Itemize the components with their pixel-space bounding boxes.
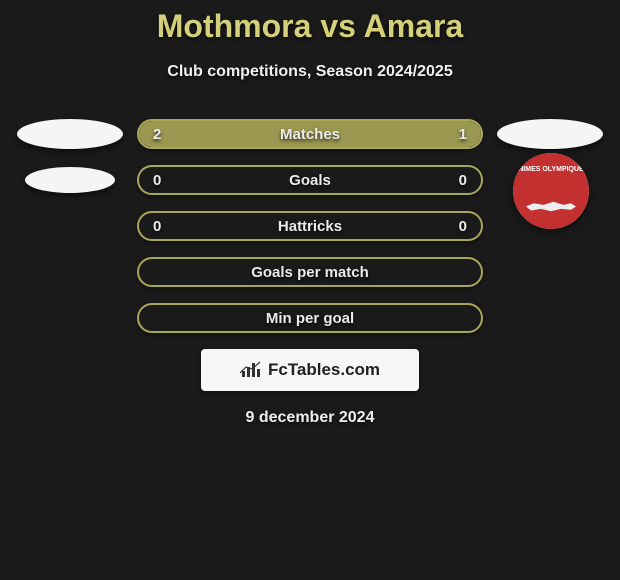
footer-date: 9 december 2024 (0, 409, 620, 427)
left-badge-0 (15, 119, 125, 149)
stat-row-mpg: Min per goal (0, 303, 620, 333)
right-badge-0 (495, 119, 605, 149)
stat-value-right: 1 (459, 126, 467, 143)
stat-value-right: 0 (459, 172, 467, 189)
left-badge-1 (15, 165, 125, 195)
stat-bar-matches: 2 Matches 1 (137, 119, 483, 149)
stat-row-matches: 2 Matches 1 (0, 119, 620, 149)
branding-text: FcTables.com (268, 360, 380, 380)
stat-label: Matches (139, 126, 481, 143)
stat-bar-goals: 0 Goals 0 (137, 165, 483, 195)
chart-icon (240, 361, 262, 379)
stat-label: Min per goal (139, 310, 481, 327)
club-name-text: NIMES OLYMPIQUE (513, 153, 589, 187)
player-avatar-left-0 (17, 119, 123, 149)
subtitle: Club competitions, Season 2024/2025 (0, 63, 620, 81)
stat-label: Goals per match (139, 264, 481, 281)
stat-value-right: 0 (459, 218, 467, 235)
page-title: Mothmora vs Amara (0, 8, 620, 45)
club-logo-nimes: NIMES OLYMPIQUE (513, 153, 589, 229)
player-avatar-right-0 (497, 119, 603, 149)
crocodile-icon (526, 200, 576, 216)
stat-bar-hattricks: 0 Hattricks 0 (137, 211, 483, 241)
stat-row-gpm: Goals per match (0, 257, 620, 287)
stat-label: Hattricks (139, 218, 481, 235)
player-avatar-left-1 (25, 167, 115, 193)
right-badge-1: NIMES OLYMPIQUE (495, 165, 605, 195)
stat-label: Goals (139, 172, 481, 189)
branding-box[interactable]: FcTables.com (201, 349, 419, 391)
stat-bar-mpg: Min per goal (137, 303, 483, 333)
stat-row-goals: 0 Goals 0 NIMES OLYMPIQUE (0, 165, 620, 195)
stat-bar-gpm: Goals per match (137, 257, 483, 287)
comparison-card: Mothmora vs Amara Club competitions, Sea… (0, 0, 620, 427)
club-logo-graphic (513, 187, 589, 229)
